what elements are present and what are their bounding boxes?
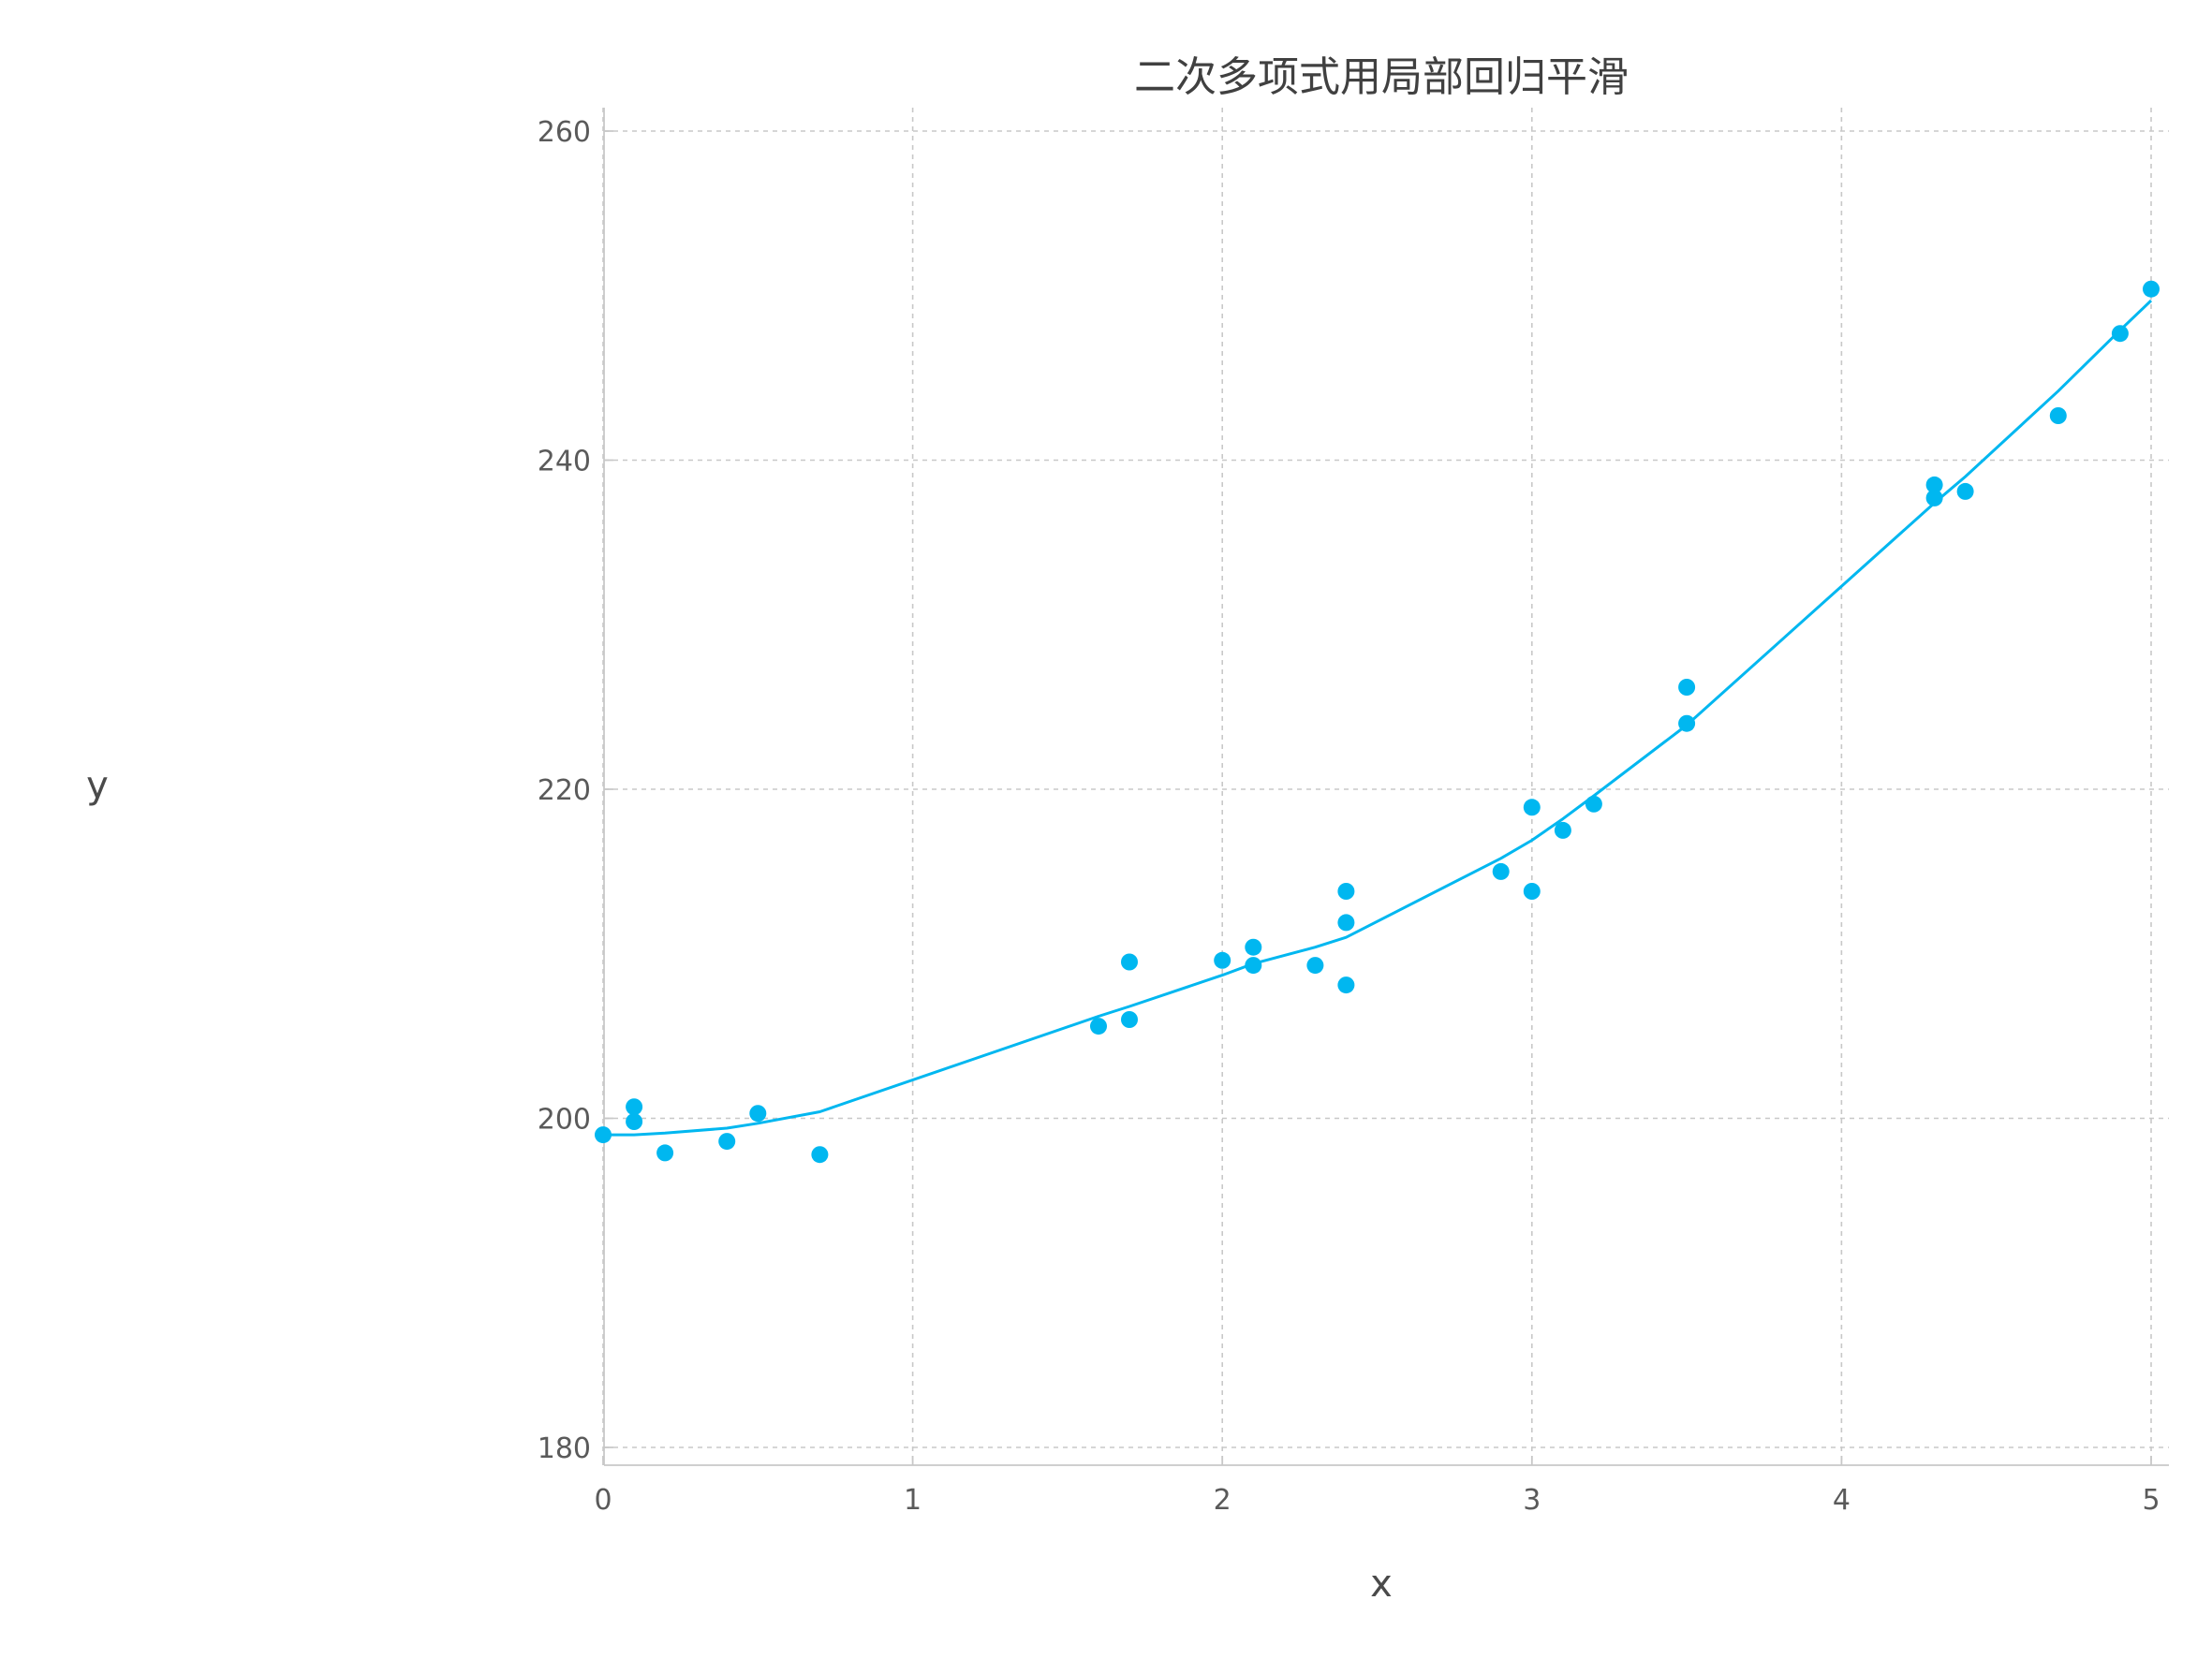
data-point [1214, 951, 1231, 969]
x-tick-label: 2 [1214, 1484, 1231, 1517]
smooth-line [603, 299, 2153, 1137]
data-point [1121, 953, 1138, 971]
x-tick-label: 3 [1523, 1484, 1541, 1517]
data-point [1585, 795, 1602, 813]
data-point [1245, 957, 1262, 975]
data-point [1925, 489, 1943, 507]
data-point [656, 1144, 674, 1162]
data-point [2049, 407, 2067, 424]
data-point [749, 1105, 767, 1123]
x-tick-label: 0 [594, 1484, 612, 1517]
axes [603, 108, 2169, 1466]
data-point [1337, 976, 1355, 994]
data-point [1925, 476, 1943, 493]
data-point [1337, 883, 1355, 900]
plot-area [595, 280, 2160, 1164]
x-tick-label: 4 [1833, 1484, 1851, 1517]
y-tick-label: 180 [538, 1432, 591, 1465]
y-tick-label: 260 [538, 116, 591, 149]
data-point [1090, 1018, 1107, 1035]
data-point [1523, 799, 1541, 816]
data-point [2111, 325, 2129, 343]
data-point [1337, 914, 1355, 932]
x-axis-label: x [1370, 1563, 1393, 1606]
y-tick-label: 240 [538, 446, 591, 478]
data-point [1492, 862, 1510, 880]
ticks: 0 1 2 3 4 5 180 200 220 240 260 [538, 116, 2160, 1517]
data-point [1956, 482, 1974, 500]
data-point [2143, 280, 2160, 298]
data-point [1523, 883, 1541, 900]
x-tick-label: 5 [2142, 1484, 2160, 1517]
y-axis-label: y [86, 764, 109, 807]
grid [602, 108, 2169, 1465]
data-point [1306, 957, 1324, 975]
data-point [1678, 714, 1696, 732]
data-point [1245, 938, 1262, 956]
y-tick-label: 220 [538, 774, 591, 807]
data-point [1121, 1011, 1138, 1028]
data-point [1678, 679, 1696, 696]
x-tick-label: 1 [904, 1484, 922, 1517]
chart-title: 二次多项式用局部回归平滑 [1134, 53, 1629, 101]
data-point [718, 1133, 736, 1151]
data-point [626, 1113, 643, 1130]
data-point [595, 1126, 612, 1144]
data-point [1554, 821, 1571, 839]
data-point [626, 1098, 643, 1116]
y-tick-label: 200 [538, 1104, 591, 1137]
data-point [811, 1146, 829, 1164]
